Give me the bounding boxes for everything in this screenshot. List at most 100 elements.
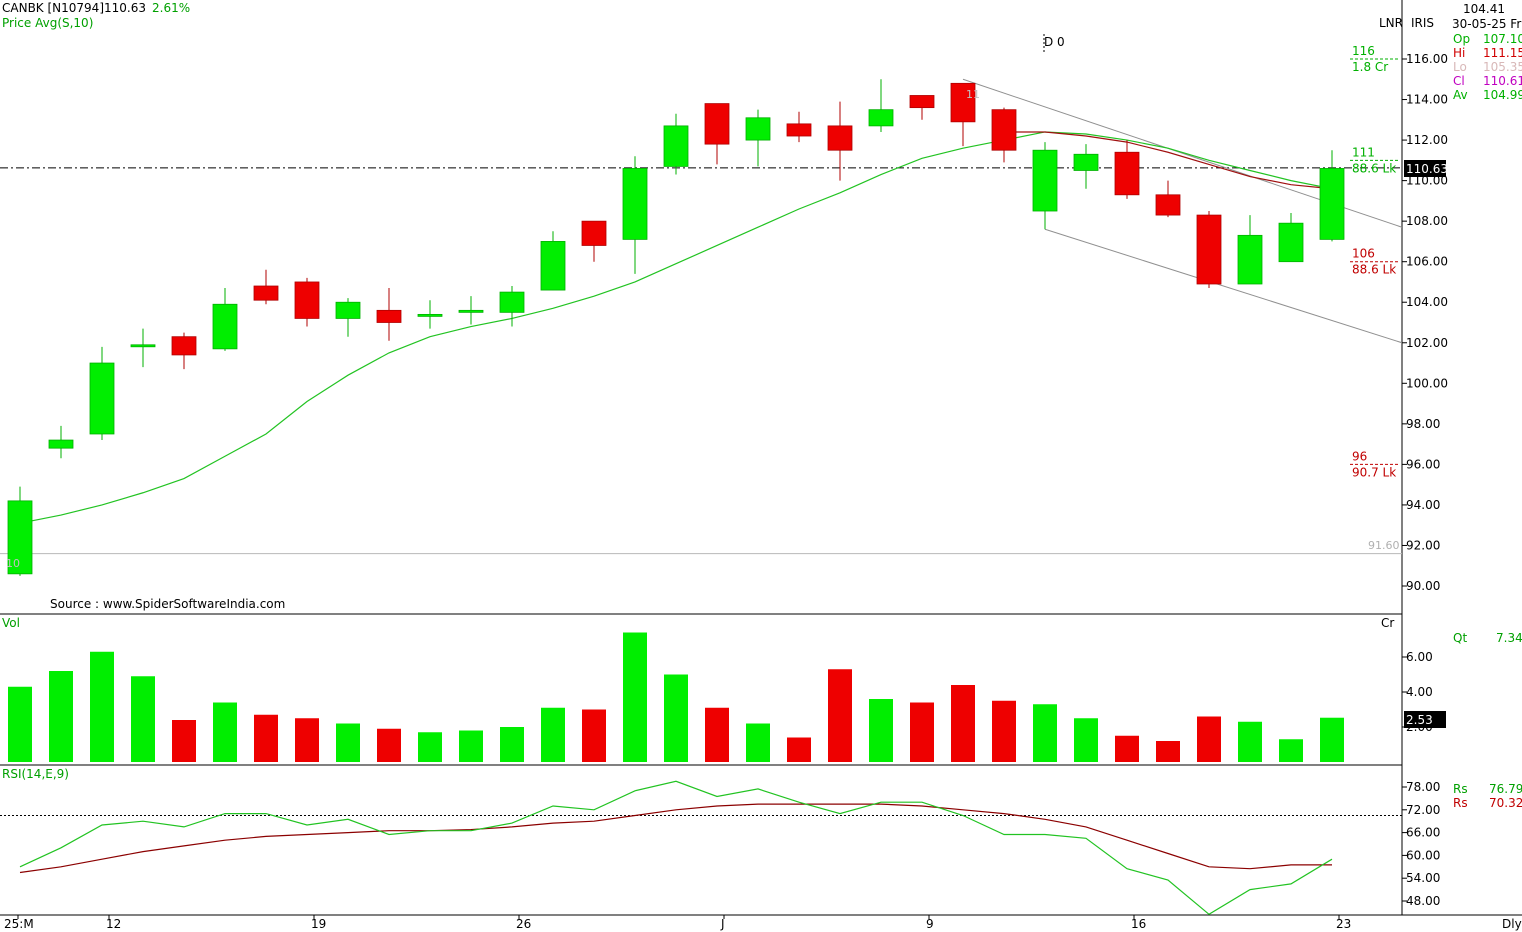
candle-body: [909, 95, 935, 109]
x-tick-label: 12: [106, 917, 121, 931]
price-tick-label: 104.00: [1406, 295, 1448, 309]
price-level-value: 106: [1352, 247, 1375, 261]
iris-button[interactable]: IRIS: [1411, 16, 1434, 30]
candle-body: [622, 168, 648, 240]
candle-body: [540, 241, 566, 291]
candle: [294, 277, 320, 327]
last-price-tag-box: [1404, 160, 1446, 177]
volume-bar: [49, 671, 73, 762]
price-level-volume: 88.6 Lk: [1352, 161, 1396, 175]
candle: [1114, 140, 1140, 199]
volume-last-tag: 2.53: [1404, 711, 1446, 728]
volume-bar: [500, 727, 524, 762]
rsi-value-1-label: Rs: [1453, 782, 1468, 796]
price-tick-label: 92.00: [1406, 538, 1440, 552]
volume-bar: [1033, 704, 1057, 762]
rsi-axis: 78.00 72.00 66.00 60.00 54.00 48.00: [0, 780, 1440, 908]
candle: [130, 328, 156, 368]
candle-body: [1032, 149, 1058, 212]
volume-last-tag-box: [1404, 711, 1446, 728]
x-tick-label: 23: [1336, 917, 1351, 931]
x-tick-label: 9: [926, 917, 934, 931]
volume-bar: [1238, 721, 1262, 762]
volume-bar: [1320, 717, 1344, 762]
candle: [376, 288, 402, 341]
volume-bar: [336, 723, 360, 762]
last-price-tag-text: 110.63: [1406, 162, 1448, 176]
rsi-tick-label: 60.00: [1406, 848, 1440, 862]
volume-bar: [172, 720, 196, 762]
volume-bar: [541, 707, 565, 762]
candle: [89, 346, 115, 441]
price-level-volume: 90.7 Lk: [1352, 465, 1396, 479]
candle-body: [950, 82, 976, 123]
volume-bar: [582, 709, 606, 762]
price-level-value: 96: [1352, 449, 1367, 463]
candle: [909, 95, 935, 120]
candle-body: [212, 303, 238, 350]
candle: [704, 103, 730, 165]
x-tick-label: 26: [516, 917, 531, 931]
volume-bar: [1156, 741, 1180, 762]
price-tick-label: 90.00: [1406, 579, 1440, 593]
rsi-tick-label: 54.00: [1406, 871, 1440, 885]
candle: [1155, 180, 1181, 218]
volume-bar: [951, 685, 975, 762]
source-note: Source : www.SpiderSoftwareIndia.com: [50, 597, 285, 611]
candle-body: [89, 362, 115, 435]
candle: [950, 82, 976, 147]
peak-label: 11: [966, 88, 980, 101]
candle-body: [499, 291, 525, 313]
rsi-tick-label: 48.00: [1406, 894, 1440, 908]
volume-bar: [1074, 718, 1098, 762]
price-tick-label: 114.00: [1406, 93, 1448, 107]
volume-bar: [869, 699, 893, 762]
candle-body: [704, 103, 730, 145]
x-tick-label: 16: [1131, 917, 1146, 931]
volume-last-tag-text: 2.53: [1406, 713, 1433, 727]
volume-tick-label: 6.00: [1406, 650, 1433, 664]
volume-bars: [8, 632, 1344, 762]
rsi-value-1: 76.79: [1489, 782, 1522, 796]
price-tick-label: 96.00: [1406, 457, 1440, 471]
volume-bar: [910, 702, 934, 762]
candle-body: [991, 109, 1017, 151]
volume-bar: [828, 669, 852, 762]
candle-body: [1155, 194, 1181, 216]
x-tick-label: 25:M: [4, 917, 34, 931]
candle: [1278, 213, 1304, 263]
candle-body: [1114, 151, 1140, 196]
volume-bar: [418, 732, 442, 762]
lnr-button[interactable]: LNR: [1379, 16, 1403, 30]
price-tick-label: 108.00: [1406, 214, 1448, 228]
candle: [1032, 142, 1058, 230]
volume-bar: [377, 728, 401, 762]
candle-body: [1196, 214, 1222, 285]
candle-body: [1278, 222, 1304, 263]
rsi-value-2-label: Rs: [1453, 796, 1468, 810]
volume-bar: [459, 730, 483, 762]
candle-body: [1319, 168, 1345, 240]
ohlc-value-hi: 111.15: [1483, 46, 1522, 60]
secondary-average-line: [1004, 131, 1333, 190]
volume-bar: [1115, 735, 1139, 762]
volume-title: Vol: [2, 616, 20, 630]
ohlc-value-av: 104.99: [1483, 88, 1522, 102]
candle-body: [663, 125, 689, 167]
candle: [622, 156, 648, 274]
candle: [1319, 150, 1345, 242]
start-label: 10: [6, 557, 20, 570]
ohlc-label-cl: Cl: [1453, 74, 1465, 88]
ohlc-label-op: Op: [1453, 32, 1470, 46]
periodicity-label[interactable]: Dly: [1502, 917, 1522, 931]
change-pct-label: 2.61%: [152, 1, 190, 15]
ohlc-label-hi: Hi: [1453, 46, 1465, 60]
volume-bar: [705, 707, 729, 762]
candle-body: [7, 500, 33, 575]
price-markers: D 0 10 11 91.60: [6, 35, 1400, 570]
candle: [212, 288, 238, 351]
price-tick-label: 106.00: [1406, 255, 1448, 269]
price-axis: 90.00 92.00 94.00 96.00 98.00 100.00 102.00 104…: [1402, 52, 1448, 593]
